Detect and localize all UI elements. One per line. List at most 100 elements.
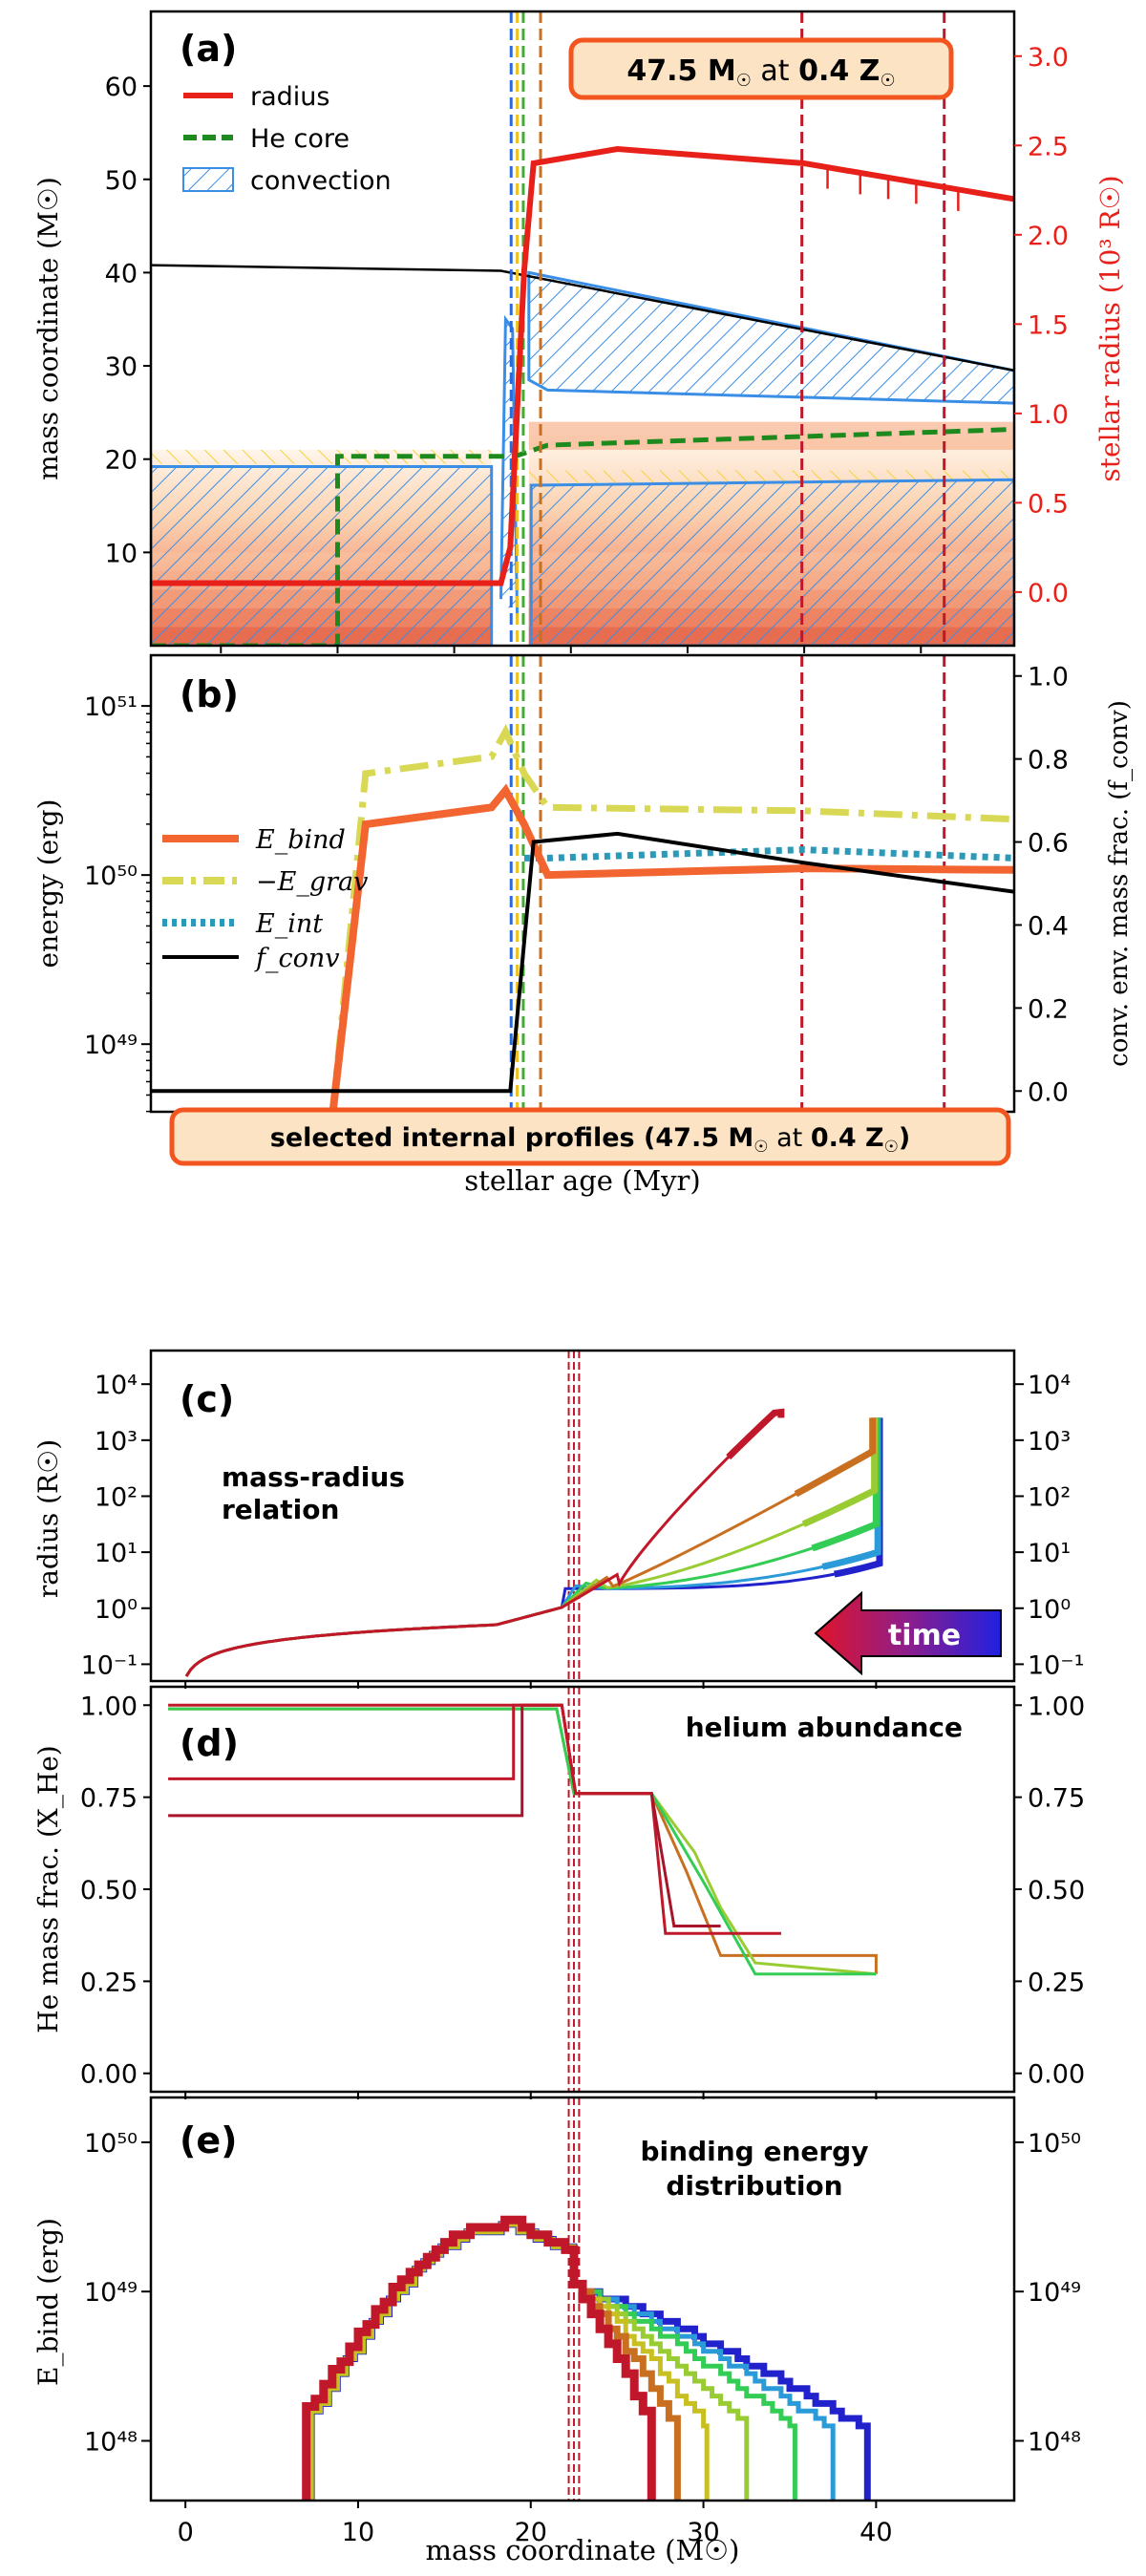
ylabel-left: mass coordinate (M☉) [32,177,64,480]
ytick-right-label: 1.0 [1028,663,1069,692]
convective-segment [801,1417,879,1527]
panel-e: 10⁴⁸ 10⁴⁸ 10⁴⁹ 10⁴⁹ 10⁵⁰ 10⁵⁰ 0 10 20 30 40 mass co… [32,2096,1081,2566]
ytick-right-label: 10⁴ [1028,1371,1071,1400]
panel-label: (d) [180,1722,239,1764]
ytick-label: 50 [105,166,138,196]
xtick-label: 20 [515,2518,547,2547]
xlabel: stellar age (Myr) [464,1164,700,1197]
ylabel-right: conv. env. mass frac. (f_conv) [1105,700,1134,1067]
ytick-right-label: 0.0 [1028,1077,1069,1107]
ytick-label: 40 [105,259,138,288]
ytick-label: 10⁵¹ [84,692,138,722]
legend-label: convection [250,166,392,196]
ytick-label: 20 [105,446,138,476]
ytick-right-label: 1.00 [1028,1692,1085,1721]
convective-segment [794,1417,877,1498]
profiles-banner: selected internal profiles (47.5 M☉ at 0… [169,1107,1011,1166]
xlabel: mass coordinate (M☉) [426,2534,740,2566]
ytick-right-label: 0.8 [1028,746,1069,776]
ytick-label: 0.75 [80,1784,138,1814]
ebind-profile [308,2222,710,2501]
ytick-right-label: 0.75 [1028,1784,1085,1814]
convective-segment [726,1408,785,1460]
mass-badge: 47.5 M☉ at 0.4 Z☉ [568,37,954,100]
ebind-profile [308,2222,750,2501]
ytick-right-label: 1.0 [1028,400,1069,430]
ebind-profile [308,2221,871,2501]
ytick-right-label: 10⁰ [1028,1595,1071,1625]
badge-text: 47.5 M☉ at 0.4 Z☉ [626,54,895,91]
ytick-right-label: 3.0 [1028,43,1069,73]
frame-c [149,1349,1016,1683]
ebind-profile [302,2215,656,2501]
convection-region [527,270,1014,405]
annotation: relation [222,1494,339,1525]
time-arrow-label: time [888,1619,961,1652]
legend-label: radius [250,82,329,112]
ytick-right-label: 1.5 [1028,310,1069,340]
badge-box [568,37,954,100]
panel-label: (e) [180,2119,238,2161]
annotation: helium abundance [686,1712,963,1743]
ytick-right-label: 2.0 [1028,222,1069,251]
ytick-label: 30 [105,352,138,382]
ytick-right-label: 10⁵⁰ [1028,2129,1081,2159]
banner-text: selected internal profiles (47.5 M☉ at 0… [270,1123,910,1157]
panel-label: (c) [180,1378,234,1420]
legend-b: E_bind −E_grav E_int f_conv [162,825,368,973]
ylabel-left: radius (R☉) [32,1439,64,1598]
annotation: distribution [666,2170,842,2202]
ytick-right-label: 0.5 [1028,489,1069,519]
radius-profile [184,1410,783,1677]
convective-segment [821,1417,881,1570]
radius-line [151,145,1014,586]
ytick-right-label: 10⁴⁸ [1028,2427,1081,2457]
ylabel-left: E_bind (erg) [32,2218,64,2386]
ytick-label: 10⁵⁰ [84,2129,138,2159]
ytick-label: 0.00 [80,2060,138,2090]
annotation: mass-radius [222,1461,405,1493]
legend-label: E_bind [255,825,346,855]
frame-e [149,2096,1016,2502]
ytick-label: 10⁴⁸ [84,2427,138,2457]
ytick-label: 10⁻¹ [81,1650,138,1680]
total-mass-line [151,264,1014,373]
ytick-right-label: 0.4 [1028,911,1069,941]
convection-region [151,465,494,646]
ylabel-right: stellar radius (10³ R☉) [1094,175,1126,481]
time-arrow-shape [814,1590,1002,1676]
ylabel-left: He mass frac. (X_He) [32,1745,64,2033]
plot-area-d [168,1687,878,2092]
annotation: binding energy [641,2136,869,2167]
ytick-label: 1.00 [80,1692,138,1721]
ytick-right-label: 10² [1028,1482,1071,1512]
e-grav-line [329,723,1014,1112]
legend-label: f_conv [254,944,340,973]
ytick-right-label: 0.6 [1028,829,1069,859]
ytick-label: 10⁵⁰ [84,862,138,891]
ytick-label: 10³ [95,1427,138,1457]
he-profile [168,1703,721,1927]
he-profile [168,1703,652,1796]
frame-d [149,1685,1016,2094]
ytick-label: 10⁰ [95,1595,138,1625]
ytick-right-label: 0.00 [1028,2060,1085,2090]
banner-box [169,1107,1011,1166]
ytick-right-label: 10⁴⁹ [1028,2278,1081,2308]
ytick-right-label: 10⁻¹ [1028,1650,1084,1680]
panel-c: 10⁻¹ 10⁻¹ 10⁰ 10⁰ 10¹ 10¹ 10² 10² 10³ 10³ 10⁴ 10⁴ ra… [32,1107,1084,1689]
ytick-right-label: 0.50 [1028,1876,1085,1905]
legend-label: −E_grav [256,867,368,897]
xtick-label: 40 [860,2518,892,2547]
xtick-label: 10 [342,2518,374,2547]
plot-area-c [184,1351,883,1681]
ytick-label: 10¹ [95,1539,138,1568]
e-bind-line [329,783,1014,1112]
ytick-right-label: 0.0 [1028,579,1069,608]
plot-area-e [302,2097,871,2501]
ytick-label: 0.50 [80,1876,138,1905]
convective-segment [811,1417,880,1552]
plot-area-a [151,11,1014,646]
ytick-right-label: 10¹ [1028,1539,1071,1568]
